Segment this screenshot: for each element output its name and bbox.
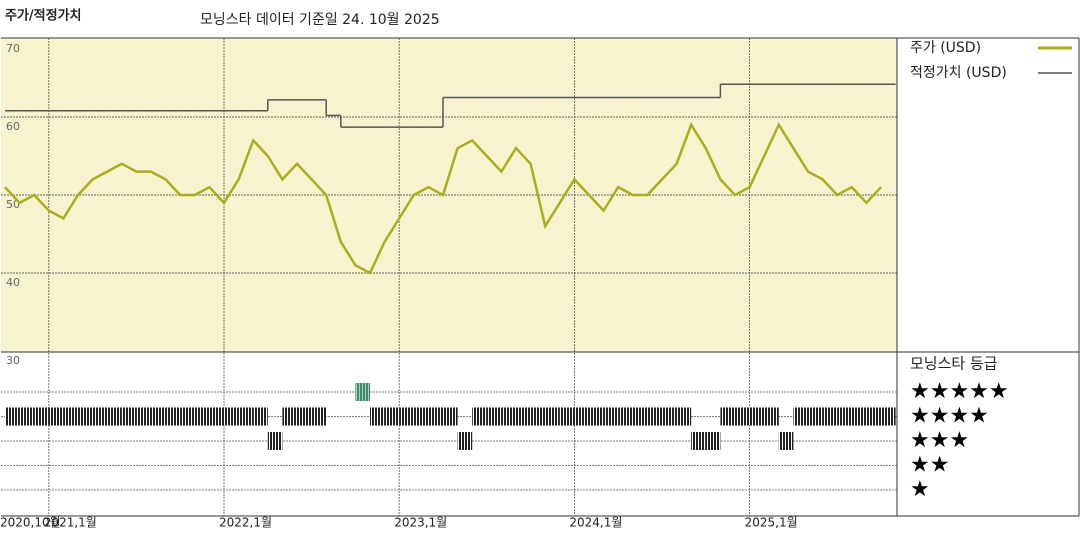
rating-bar bbox=[705, 432, 721, 450]
rating-bar bbox=[19, 407, 35, 426]
price-line bbox=[4, 121, 882, 275]
rating-bar bbox=[720, 407, 735, 426]
rating-bar bbox=[224, 407, 239, 426]
rating-bar bbox=[618, 407, 633, 426]
rating-bar bbox=[603, 407, 619, 426]
rating-bar bbox=[107, 407, 122, 426]
rating-label: ★★★★ bbox=[910, 404, 989, 429]
rating-bar bbox=[574, 407, 589, 426]
chart-subtitle: 모닝스타 데이터 기준일 24. 10월 2025 bbox=[200, 12, 440, 28]
rating-bar bbox=[530, 407, 546, 426]
rating-bar bbox=[793, 407, 808, 426]
rating-bar bbox=[209, 407, 224, 426]
rating-bar bbox=[516, 407, 531, 426]
x-tick-label: 2025,1월 bbox=[745, 516, 798, 530]
rating-bar bbox=[808, 407, 823, 426]
rating-bar bbox=[662, 407, 677, 426]
rating-bar bbox=[735, 407, 750, 426]
rating-bar bbox=[194, 407, 210, 426]
rating-bar bbox=[5, 407, 20, 426]
rating-bar bbox=[282, 407, 297, 426]
rating-bar bbox=[866, 407, 881, 426]
chart-title: 주가/적정가치 bbox=[5, 8, 82, 24]
rating-bar bbox=[559, 407, 575, 426]
legend-label: 주가 (USD) bbox=[910, 40, 981, 56]
rating-bar bbox=[311, 407, 327, 426]
rating-bar bbox=[472, 407, 487, 426]
rating-bar bbox=[238, 407, 254, 426]
rating-bar bbox=[428, 407, 443, 426]
rating-bar bbox=[778, 432, 794, 450]
rating-bar bbox=[589, 407, 604, 426]
y-tick-label: 70 bbox=[6, 42, 20, 55]
rating-bar bbox=[180, 407, 195, 426]
rating-bar bbox=[837, 407, 852, 426]
rating-bar bbox=[384, 407, 400, 426]
rating-bar bbox=[413, 407, 429, 426]
rating-bar bbox=[48, 407, 64, 426]
rating-bar bbox=[822, 407, 838, 426]
y-tick-label: 30 bbox=[6, 354, 20, 367]
rating-bar bbox=[34, 407, 49, 426]
rating-bar bbox=[851, 407, 867, 426]
y-tick-label: 40 bbox=[6, 276, 20, 289]
rating-bar bbox=[501, 407, 516, 426]
legend-label: 적정가치 (USD) bbox=[910, 65, 1007, 81]
rating-label: ★★★★★ bbox=[910, 379, 1009, 404]
rating-bar bbox=[370, 407, 385, 426]
x-tick-label: 2022,1월 bbox=[219, 516, 272, 530]
rating-bar bbox=[443, 407, 458, 426]
rating-bar bbox=[486, 407, 502, 426]
rating-bar bbox=[355, 383, 370, 401]
rating-bar bbox=[881, 407, 896, 426]
x-tick-label: 2023,1월 bbox=[394, 516, 447, 530]
rating-bar bbox=[691, 432, 706, 450]
rating-bar bbox=[676, 407, 692, 426]
rating-bar bbox=[297, 407, 312, 426]
rating-bar bbox=[136, 407, 151, 426]
rating-title: 모닝스타 등급 bbox=[910, 355, 998, 373]
rating-bar bbox=[92, 407, 108, 426]
y-tick-label: 60 bbox=[6, 120, 20, 133]
rating-bar bbox=[632, 407, 648, 426]
rating-label: ★★★ bbox=[910, 428, 969, 453]
rating-bar bbox=[253, 407, 268, 426]
rating-bar bbox=[78, 407, 93, 426]
rating-label: ★★ bbox=[910, 453, 949, 478]
rating-bar bbox=[647, 407, 662, 426]
rating-bar bbox=[165, 407, 181, 426]
rating-bar bbox=[545, 407, 560, 426]
rating-bar bbox=[121, 407, 137, 426]
rating-bar bbox=[764, 407, 779, 426]
x-tick-label: 2024,1월 bbox=[569, 516, 622, 530]
rating-bar bbox=[457, 432, 473, 450]
rating-bar bbox=[267, 432, 283, 450]
rating-bar bbox=[399, 407, 414, 426]
rating-bar bbox=[151, 407, 166, 426]
rating-label: ★ bbox=[910, 477, 930, 502]
x-tick-label: 2021,1월 bbox=[44, 516, 97, 530]
x-tick-label: 2020,10월 bbox=[0, 516, 61, 530]
rating-bar bbox=[749, 407, 765, 426]
rating-bar bbox=[63, 407, 78, 426]
